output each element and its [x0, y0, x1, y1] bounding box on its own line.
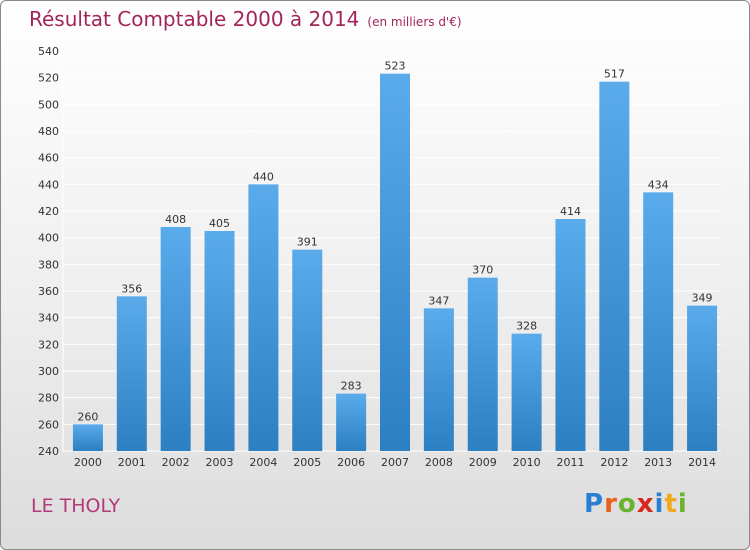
bar [687, 305, 718, 451]
bar [555, 219, 586, 451]
bars: 260 356 408 405 440 391 283 523 347 370 328 414 517 4… [72, 60, 718, 452]
logo-letter: t [664, 489, 678, 519]
bar [72, 424, 103, 451]
y-tick-label: 460 [38, 152, 59, 165]
x-tick-label: 2000 [74, 456, 102, 469]
bar-value-label: 408 [165, 213, 186, 226]
bar-value-label: 260 [77, 410, 98, 423]
commune-name: LE THOLY [31, 495, 121, 517]
y-tick-label: 300 [38, 365, 59, 378]
bar-value-label: 414 [560, 205, 581, 218]
bar-value-label: 356 [121, 282, 142, 295]
y-tick-label: 240 [38, 445, 59, 458]
bar-value-label: 391 [297, 236, 318, 249]
bar [423, 308, 454, 451]
x-tick-label: 2012 [600, 456, 628, 469]
proxiti-logo[interactable]: Proxiti [584, 489, 688, 519]
y-tick-label: 320 [38, 338, 59, 351]
chart-title: Résultat Comptable 2000 à 2014 (en millie… [29, 7, 462, 31]
y-tick-label: 500 [38, 98, 59, 111]
y-tick-label: 280 [38, 392, 59, 405]
bar [248, 184, 279, 452]
logo-letter: o [617, 489, 637, 519]
bar-value-label: 405 [209, 217, 230, 230]
x-axis: 2000 2001 2002 2003 2004 2005 2006 2007 2008 2009… [74, 456, 716, 469]
y-axis: 240 260 280 300 320 340 360 380 400 420 440 460 480 5… [38, 45, 64, 458]
x-tick-label: 2001 [118, 456, 146, 469]
bar [599, 81, 630, 452]
y-tick-label: 340 [38, 312, 59, 325]
chart-subtitle: (en milliers d'€) [367, 15, 462, 29]
bar [643, 192, 674, 452]
x-tick-label: 2007 [381, 456, 409, 469]
x-tick-label: 2005 [293, 456, 321, 469]
x-tick-label: 2008 [425, 456, 453, 469]
y-tick-label: 400 [38, 232, 59, 245]
x-tick-label: 2014 [688, 456, 716, 469]
x-tick-label: 2003 [206, 456, 234, 469]
title-text: Résultat Comptable 2000 à 2014 [29, 7, 360, 31]
y-tick-label: 420 [38, 205, 59, 218]
y-tick-label: 360 [38, 285, 59, 298]
bar [467, 277, 498, 451]
x-tick-label: 2010 [513, 456, 541, 469]
logo-letter: P [584, 489, 605, 519]
x-tick-label: 2009 [469, 456, 497, 469]
bar-value-label: 283 [341, 380, 362, 393]
x-tick-label: 2011 [556, 456, 584, 469]
x-tick-label: 2002 [162, 456, 190, 469]
x-tick-label: 2013 [644, 456, 672, 469]
bar-value-label: 328 [516, 320, 537, 333]
bar-value-label: 434 [648, 178, 669, 191]
y-tick-label: 380 [38, 258, 59, 271]
bar-value-label: 349 [692, 292, 713, 305]
bar [116, 296, 147, 451]
bar [204, 231, 235, 451]
y-tick-label: 480 [38, 125, 59, 138]
y-tick-label: 260 [38, 418, 59, 431]
logo-letter: i [654, 489, 665, 519]
logo-letter: x [636, 489, 655, 519]
bar-value-label: 347 [428, 294, 449, 307]
x-tick-label: 2004 [249, 456, 277, 469]
bar [160, 227, 191, 451]
bar-value-label: 517 [604, 68, 625, 81]
bar-value-label: 523 [385, 60, 406, 73]
bar-value-label: 370 [472, 264, 493, 277]
bar [336, 393, 367, 451]
y-tick-label: 540 [38, 45, 59, 58]
bar [511, 333, 542, 451]
logo-letter: i [677, 489, 688, 519]
bar [380, 73, 410, 452]
bar-value-label: 440 [253, 170, 274, 183]
bar [292, 249, 323, 451]
y-tick-label: 520 [38, 72, 59, 85]
logo-letter: r [604, 489, 618, 519]
y-tick-label: 440 [38, 178, 59, 191]
x-tick-label: 2006 [337, 456, 365, 469]
